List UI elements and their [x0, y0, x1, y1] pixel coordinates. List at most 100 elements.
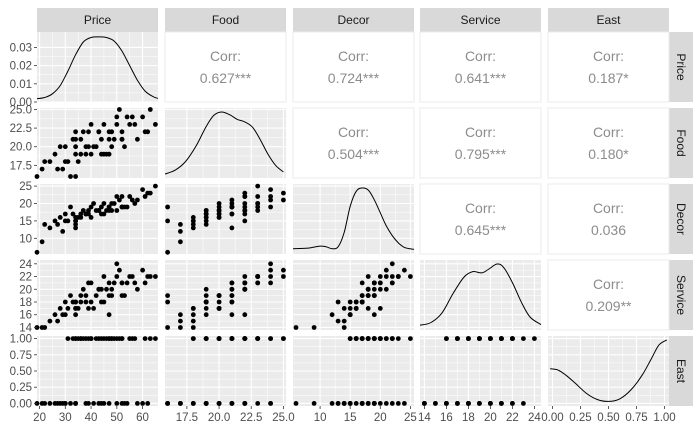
data-point: [99, 136, 104, 142]
data-point: [147, 336, 153, 341]
data-point: [109, 286, 115, 292]
y-tick-label-service: 22: [19, 272, 32, 284]
y-tick-label-price: 0.01: [10, 79, 32, 91]
x-tick-label-decor: 15: [344, 412, 357, 424]
corr-label-price-service: Corr:: [465, 48, 496, 64]
data-point: [190, 222, 196, 227]
data-point: [365, 286, 371, 292]
panel-price-price-grid: [37, 32, 158, 103]
data-point: [93, 336, 99, 341]
data-point: [371, 312, 377, 318]
data-point: [268, 267, 273, 273]
data-point: [104, 286, 109, 292]
strip-top-label-price: Price: [84, 13, 112, 27]
y-tick-label-price: 0.00: [10, 97, 32, 109]
data-point: [255, 336, 261, 341]
data-point: [499, 401, 504, 406]
data-point: [242, 401, 248, 406]
data-point: [104, 151, 109, 157]
y-tick-label-east: 0.75: [10, 350, 32, 362]
data-point: [395, 336, 401, 341]
strip-top-label-east: East: [596, 13, 621, 27]
x-tick-label-east: 0.50: [597, 412, 619, 424]
data-point: [178, 239, 183, 245]
data-point: [117, 197, 122, 203]
data-point: [365, 336, 371, 341]
corr-value-food-service: 0.795***: [455, 146, 507, 162]
y-tick-label-service: 20: [19, 284, 32, 296]
data-point: [96, 129, 102, 135]
panel-decor-service: [419, 183, 542, 255]
data-point: [341, 401, 347, 406]
data-point: [124, 114, 130, 120]
data-point: [268, 261, 273, 267]
data-point: [91, 306, 96, 311]
data-point: [122, 204, 127, 210]
data-point: [39, 239, 45, 245]
data-point: [111, 201, 117, 206]
data-point: [377, 286, 383, 292]
data-point: [268, 274, 273, 279]
y-tick-label-service: 16: [19, 310, 32, 322]
data-point: [242, 274, 248, 279]
panel-service-decor-grid: [293, 260, 414, 330]
data-point: [203, 211, 209, 217]
data-point: [135, 197, 140, 203]
data-point: [62, 401, 68, 406]
data-point: [65, 218, 71, 224]
data-point: [365, 274, 371, 279]
data-point: [111, 136, 117, 142]
data-point: [142, 194, 148, 199]
data-point: [268, 194, 273, 199]
corr-label-food-decor: Corr:: [338, 124, 369, 140]
strip-right-label-food: Food: [674, 129, 688, 156]
panel-decor-price-grid: [37, 184, 158, 254]
corr-value-price-service: 0.641***: [455, 70, 507, 86]
data-point: [165, 218, 171, 224]
data-point: [444, 336, 449, 341]
data-point: [132, 336, 138, 341]
data-point: [99, 204, 104, 210]
scatter-east-decor: [293, 336, 413, 406]
data-point: [242, 312, 248, 318]
panel-east-price-grid: [37, 336, 158, 406]
y-tick-label-east: 0.25: [10, 382, 32, 394]
data-point: [47, 318, 53, 324]
data-point: [229, 401, 235, 406]
data-point: [34, 174, 40, 179]
data-point: [153, 183, 158, 189]
x-tick-label-east: 0.75: [625, 412, 647, 424]
data-point: [101, 211, 107, 217]
strip-top-price: [37, 8, 158, 32]
x-tick-label-food: 20.0: [208, 412, 230, 424]
data-point: [242, 286, 248, 292]
data-point: [165, 293, 171, 298]
data-point: [203, 286, 209, 292]
corr-label-food-service: Corr:: [465, 124, 496, 140]
data-point: [216, 208, 222, 213]
data-point: [242, 194, 248, 199]
data-point: [389, 401, 395, 406]
data-point: [455, 336, 460, 341]
data-point: [353, 299, 359, 305]
data-point: [114, 401, 120, 406]
data-point: [99, 286, 104, 292]
data-point: [109, 208, 115, 213]
data-point: [78, 151, 84, 157]
data-point: [190, 225, 196, 231]
data-point: [408, 336, 413, 341]
data-point: [88, 299, 94, 305]
data-point: [114, 261, 120, 267]
data-point: [190, 318, 196, 324]
data-point: [73, 222, 78, 227]
data-point: [34, 249, 40, 255]
data-point: [86, 211, 91, 217]
data-point: [42, 222, 48, 227]
data-point: [281, 197, 286, 203]
data-point: [377, 274, 383, 279]
y-tick-label-east: 1.00: [10, 334, 32, 346]
data-point: [229, 286, 235, 292]
data-point: [329, 312, 335, 318]
data-point: [359, 293, 365, 298]
panel-food-food-grid: [165, 108, 286, 178]
